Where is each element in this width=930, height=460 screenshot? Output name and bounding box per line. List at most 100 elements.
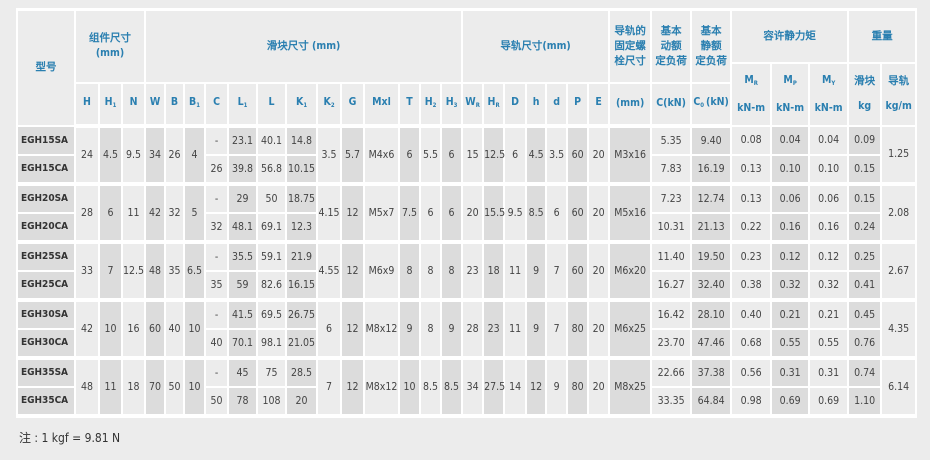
cell-K2: 4.15 — [316, 183, 343, 244]
cell-L: 75 — [256, 357, 288, 388]
cell-MY: 0.21 — [808, 299, 850, 330]
cell-K1: 10.15 — [285, 154, 319, 186]
cell-Cd: 33.35 — [650, 386, 693, 418]
header-moment-P: MP kN-m — [770, 61, 811, 127]
cell-kg: 0.74 — [847, 357, 883, 388]
dim-subscript: R — [495, 101, 500, 109]
cell-G: 12 — [340, 241, 366, 302]
cell-G: 12 — [340, 357, 366, 418]
dim-subscript: R — [475, 101, 480, 109]
cell-H1: 11 — [98, 357, 123, 418]
cell-P: 60 — [566, 125, 590, 186]
dim-symbol: W — [149, 95, 161, 108]
cell-C0: 37.38 — [690, 357, 733, 388]
header-dim-C: C — [204, 81, 230, 128]
cell-H2: 8 — [419, 299, 443, 360]
cell-H2: 5.5 — [419, 125, 443, 186]
cell-C0: 21.13 — [690, 212, 733, 244]
cell-model: EGH35SA — [16, 357, 76, 388]
cell-MP: 0.31 — [770, 357, 811, 388]
cell-C: 26 — [204, 154, 230, 186]
cell-K1: 16.15 — [285, 270, 319, 302]
header-dim-L: L — [256, 81, 288, 128]
header-dim-K2: K2 — [316, 81, 343, 128]
moment-subscript: R — [753, 79, 758, 87]
cell-H2: 8 — [419, 241, 443, 302]
cell-d: 7 — [545, 299, 569, 360]
cell-K1: 18.75 — [285, 183, 319, 214]
cell-B: 26 — [164, 125, 186, 186]
moment-unit: kN-m — [776, 101, 805, 114]
cell-rail: 6.14 — [880, 357, 918, 418]
cell-model: EGH30CA — [16, 328, 76, 360]
cell-MR: 0.68 — [730, 328, 773, 360]
dim-subscript: 2 — [432, 101, 437, 109]
cell-B1: 10 — [183, 357, 207, 418]
cell-B: 40 — [164, 299, 186, 360]
weight-col-label: 导轨 — [888, 75, 910, 87]
cell-Cd: 11.40 — [650, 241, 693, 272]
table-row: EGH35CA 50 78 108 20 33.35 64.84 0.98 0.69 0.69 1.… — [16, 386, 916, 418]
cell-B: 50 — [164, 357, 186, 418]
cell-C: - — [204, 241, 230, 272]
cell-C0: 28.10 — [690, 299, 733, 330]
header-dim-Mxl: Mxl — [363, 81, 401, 128]
cell-MR: 0.13 — [730, 183, 773, 214]
cell-model: EGH25CA — [16, 270, 76, 302]
table-row: EGH35SA 48 11 18 70 50 10-45 75 28.5 7 12 M8x12 10 8.… — [16, 357, 918, 418]
cell-Mxl: M4x6 — [363, 125, 401, 186]
cell-P: 80 — [566, 357, 590, 418]
cell-L: 98.1 — [256, 328, 288, 360]
table-row: EGH15SA 24 4.5 9.5 34 26 4-23.1 40.1 14.8 3.5 5.7 M… — [16, 125, 918, 186]
cell-d: 3.5 — [545, 125, 569, 186]
weight-unit: kg — [858, 100, 872, 112]
cell-kg: 0.25 — [847, 241, 883, 272]
cell-bolt: M5x16 — [608, 183, 653, 244]
cell-MR: 0.40 — [730, 299, 773, 330]
moment-symbol: M — [744, 73, 754, 86]
header-weight-col: 导轨 kg/m — [880, 61, 918, 127]
header-dim-G: G — [340, 81, 366, 128]
dim-symbol: T — [406, 95, 413, 108]
cell-W: 42 — [144, 183, 167, 244]
cell-N: 12.5 — [120, 241, 147, 302]
cell-MP: 0.10 — [770, 154, 811, 186]
cell-E: 20 — [587, 125, 611, 186]
cell-D: 11 — [503, 299, 528, 360]
cell-W: 34 — [144, 125, 167, 186]
dim-symbol: K — [323, 95, 331, 108]
cell-h: 9 — [525, 241, 548, 302]
cell-H3: 9 — [440, 299, 464, 360]
cell-T: 7.5 — [398, 183, 422, 244]
cell-H: 28 — [74, 183, 100, 244]
table-row: EGH20CA 32 48.1 69.1 12.3 10.31 21.13 0.22 0.16 0… — [16, 212, 916, 244]
dim-symbol: L — [237, 95, 244, 108]
cell-E: 20 — [587, 241, 611, 302]
cell-MY: 0.06 — [808, 183, 850, 214]
cell-K1: 14.8 — [285, 125, 319, 156]
header-moment-Y: MY kN-m — [808, 61, 850, 127]
cell-C0: 16.19 — [690, 154, 733, 186]
cell-D: 6 — [503, 125, 528, 186]
header-dim-H2: H2 — [419, 81, 443, 128]
header-dim-E: E — [587, 81, 611, 128]
header-dim-WR: WR — [461, 81, 485, 128]
cell-Cd: 16.42 — [650, 299, 693, 330]
header-static-moment: 容许静力矩 — [730, 8, 850, 64]
dim-symbol: d — [553, 95, 560, 108]
cell-Mxl: M8x12 — [363, 357, 401, 418]
cell-B1: 4 — [183, 125, 207, 186]
dim-symbol: C — [213, 95, 220, 108]
cell-N: 16 — [120, 299, 147, 360]
cell-L1: 39.8 — [227, 154, 259, 186]
cell-MP: 0.06 — [770, 183, 811, 214]
cell-P: 60 — [566, 183, 590, 244]
cell-C: - — [204, 125, 230, 156]
cell-MP: 0.04 — [770, 125, 811, 156]
cell-H: 33 — [74, 241, 100, 302]
dim-symbol: Mxl — [372, 95, 391, 108]
dim-symbol: B — [189, 95, 197, 108]
static-subscript: 0 — [700, 101, 705, 109]
cell-HR: 27.5 — [482, 357, 505, 418]
cell-MY: 0.69 — [808, 386, 850, 418]
